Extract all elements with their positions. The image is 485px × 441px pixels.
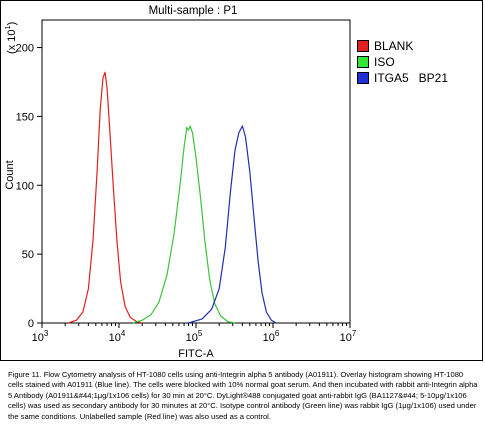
y-tick-label: 200 xyxy=(16,43,34,55)
figure-caption: Figure 11. Flow Cytometry analysis of HT… xyxy=(8,370,478,421)
chart-legend: BLANK ISO ITGA5 BP21 xyxy=(357,38,448,86)
x-tick-label: 107 xyxy=(340,329,357,344)
y-tick-label: 0 xyxy=(28,318,34,330)
svg-text:(x 101): (x 101) xyxy=(3,22,18,54)
series-line-iso xyxy=(132,125,236,324)
legend-label: ITGA5 BP21 xyxy=(374,71,449,85)
y-axis-label: Count xyxy=(4,160,16,189)
figure-frame xyxy=(0,0,483,361)
x-tick-label: 106 xyxy=(263,329,280,344)
plot-area xyxy=(41,19,351,324)
series-line-blank xyxy=(68,71,143,324)
legend-label: ISO xyxy=(374,55,395,69)
legend-label: BLANK xyxy=(374,39,414,53)
y-multiplier-close: ) xyxy=(6,22,18,26)
x-tick-label: 103 xyxy=(32,329,49,344)
chart-title: Multi-sample : P1 xyxy=(149,5,238,17)
y-tick-label: 100 xyxy=(16,180,34,192)
legend-swatch xyxy=(357,56,369,68)
legend-item: BLANK xyxy=(357,38,448,54)
x-axis-label: FITC-A xyxy=(178,348,214,360)
y-multiplier-label: (x 101) xyxy=(3,22,18,54)
legend-swatch xyxy=(357,40,369,52)
y-tick-label: 150 xyxy=(16,111,34,123)
legend-item: ITGA5 BP21 xyxy=(357,70,448,86)
flow-cytometry-chart: Multi-sample : P1 (x 101) Count FITC-A 0… xyxy=(3,5,357,360)
y-tick-label: 50 xyxy=(22,249,34,261)
x-tick-label: 104 xyxy=(109,329,126,344)
x-tick-label: 105 xyxy=(186,329,203,344)
legend-swatch xyxy=(357,72,369,84)
series-line-itga5-bp21 xyxy=(188,125,277,324)
legend-item: ISO xyxy=(357,54,448,70)
